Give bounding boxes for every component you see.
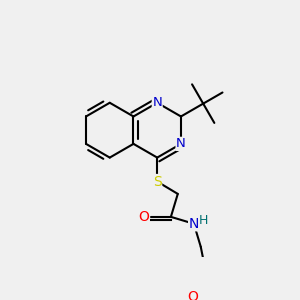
- Text: S: S: [153, 175, 162, 189]
- Text: N: N: [176, 137, 186, 150]
- Text: O: O: [187, 290, 198, 300]
- Text: H: H: [199, 214, 208, 227]
- Text: N: N: [152, 96, 162, 109]
- Text: N: N: [189, 217, 199, 231]
- Text: O: O: [138, 210, 149, 224]
